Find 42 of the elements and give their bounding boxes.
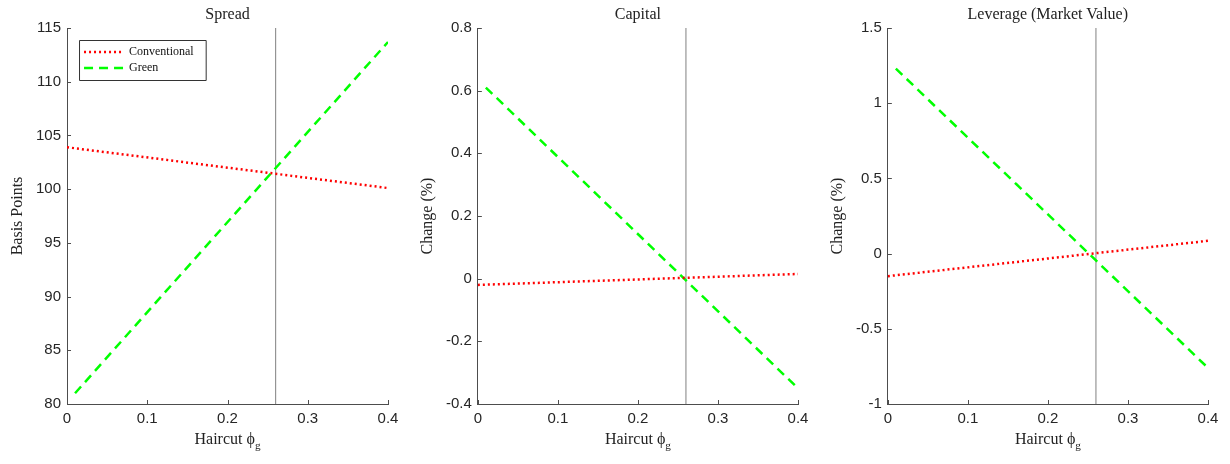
y-tick-label: 1.5 [860, 18, 882, 36]
y-axis-title: Basis Points [8, 176, 26, 256]
y-axis-title: Change (%) [418, 177, 437, 255]
legend-label: Green [129, 60, 159, 75]
x-tick-label: 0.1 [547, 409, 569, 427]
x-tick-label: 0.2 [217, 409, 238, 427]
chart-title: Leverage (Market Value) [967, 5, 1129, 24]
y-tick-label: 0.5 [860, 168, 882, 186]
y-tick-label: 1 [873, 93, 882, 111]
x-tick-label: 0 [473, 409, 483, 427]
y-tick-label: 0.8 [450, 18, 472, 36]
x-tick-label: 0.1 [136, 409, 158, 427]
y-tick-label: 95 [44, 233, 62, 250]
y-tick-label: 105 [36, 125, 62, 143]
y-tick-label: 90 [44, 286, 62, 304]
x-tick-label: 0.4 [1197, 409, 1219, 427]
x-tick-label: 0.2 [1037, 409, 1059, 427]
y-tick-label: 80 [44, 394, 62, 412]
y-tick-label: 0 [873, 243, 882, 261]
y-tick-label: 85 [44, 340, 62, 358]
chart-title: Capital [614, 5, 662, 24]
y-tick-label: -1 [868, 394, 882, 412]
y-tick-label: 115 [37, 18, 62, 36]
y-tick-label: -0.2 [445, 331, 472, 349]
y-tick-label: 0.6 [450, 80, 472, 98]
y-tick-label: 100 [36, 179, 62, 197]
y-tick-label: 0.2 [450, 206, 472, 224]
x-tick-label: 0.4 [377, 409, 399, 427]
y-axis-title: Change (%) [828, 177, 847, 255]
x-tick-label: 0.3 [297, 409, 319, 427]
legend-label: Conventional [129, 44, 195, 59]
y-tick-label: 110 [37, 71, 62, 89]
x-tick-label: 0.4 [787, 409, 809, 427]
x-tick-label: 0.3 [707, 409, 729, 427]
y-tick-label: 0 [463, 268, 472, 286]
y-tick-label: -0.5 [855, 318, 882, 336]
y-tick-label: 0.4 [450, 143, 472, 161]
chart-title: Spread [205, 5, 250, 24]
y-tick-label: -0.4 [445, 394, 472, 412]
x-tick-label: 0.1 [957, 409, 979, 427]
x-tick-label: 0.3 [1117, 409, 1139, 427]
x-tick-label: 0.2 [627, 409, 649, 427]
